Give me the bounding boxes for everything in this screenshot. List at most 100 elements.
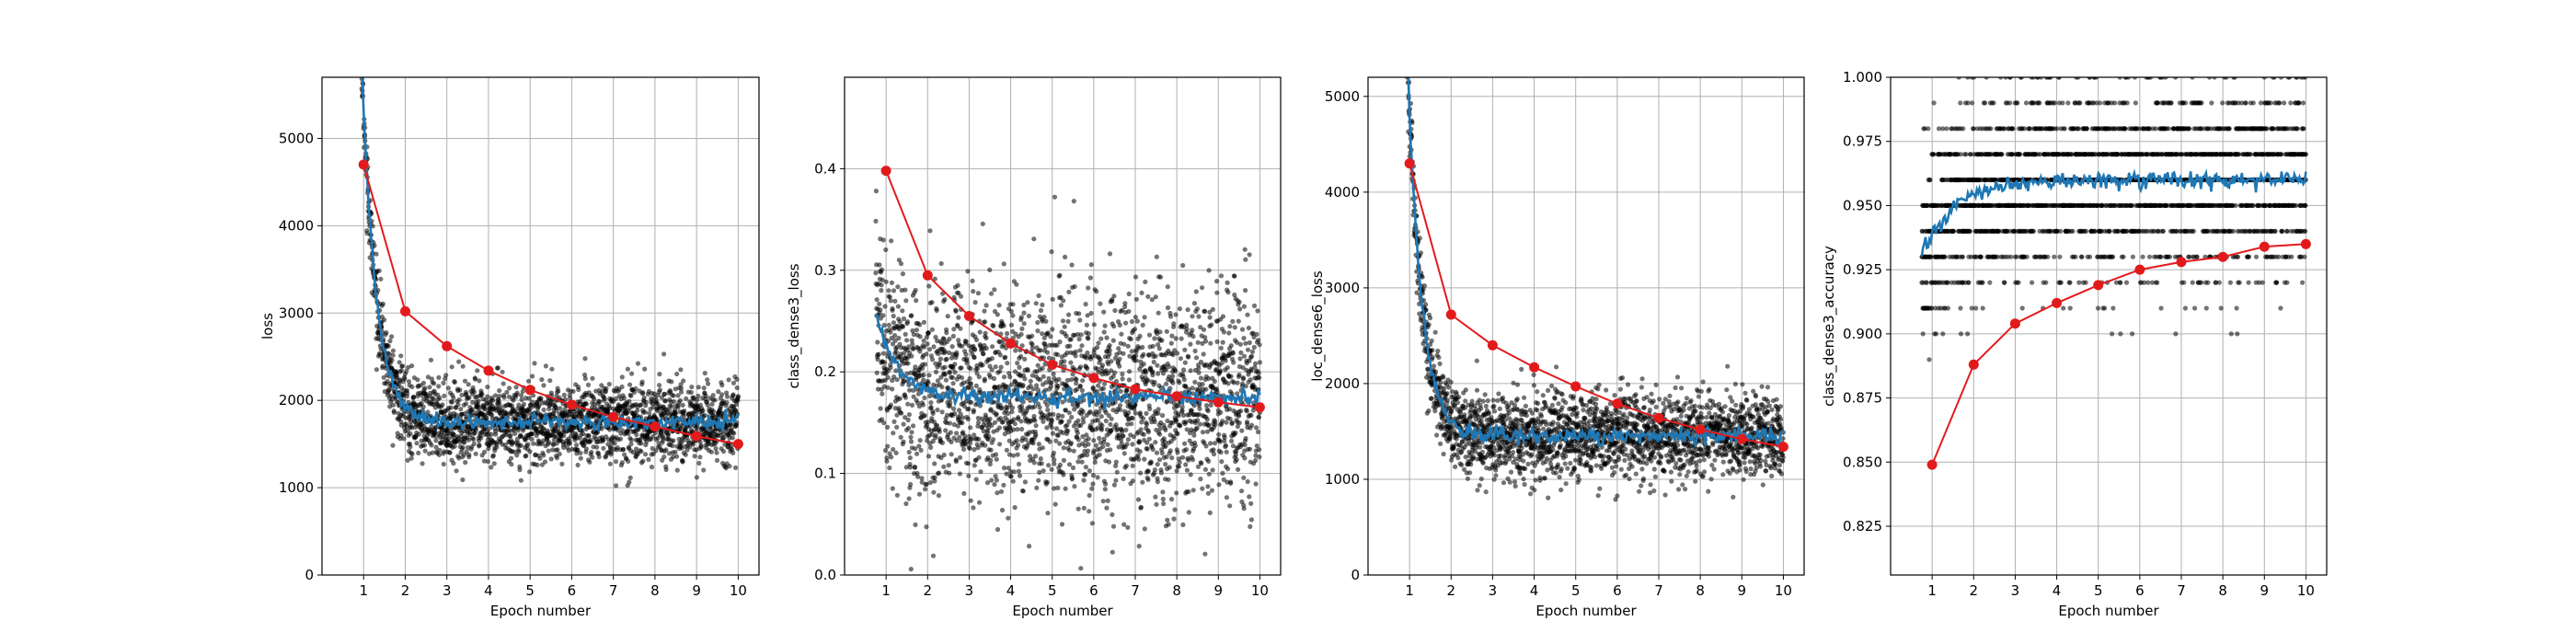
scatter-point [688, 389, 695, 396]
scatter-point [985, 430, 991, 435]
scatter-point [1220, 419, 1225, 424]
scatter-point [1126, 308, 1132, 315]
scatter-point [1167, 448, 1173, 454]
scatter-point [1035, 362, 1041, 368]
scatter-point [712, 397, 718, 403]
scatter-point [706, 381, 711, 386]
scatter-point [1156, 310, 1161, 316]
scatter-point [956, 315, 961, 320]
scatter-point [1104, 505, 1110, 511]
scatter-point [631, 389, 638, 395]
scatter-point [930, 553, 937, 558]
scatter-point [449, 399, 454, 405]
scatter-point [606, 405, 613, 411]
scatter-point [1243, 340, 1248, 346]
scatter-point [997, 369, 1003, 374]
scatter-point [1002, 466, 1007, 471]
scatter-point [1151, 359, 1156, 365]
scatter-point [873, 218, 879, 224]
scatter-point [1253, 361, 1259, 366]
scatter-point [719, 392, 725, 397]
scatter-point [1243, 288, 1248, 293]
scatter-point [1236, 372, 1242, 377]
scatter-point [1167, 385, 1173, 391]
scatter-point [1096, 340, 1101, 346]
scatter-point [1109, 359, 1114, 364]
scatter-point [1068, 337, 1074, 342]
scatter-point [670, 443, 675, 449]
epoch-mean-marker [1006, 338, 1017, 349]
scatter-point [452, 379, 457, 385]
scatter-point [592, 401, 597, 407]
scatter-point [928, 400, 934, 406]
scatter-point [1099, 423, 1105, 429]
scatter-point [523, 453, 529, 458]
scatter-point [1128, 337, 1133, 342]
scatter-point [1063, 408, 1069, 413]
scatter-point [1011, 427, 1017, 432]
scatter-point [1070, 465, 1076, 471]
scatter-point [1008, 308, 1014, 315]
scatter-point [903, 287, 908, 293]
scatter-point [1186, 457, 1191, 463]
scatter-point [477, 378, 482, 384]
y-axis-label: class_dense3_loss [786, 263, 803, 388]
scatter-point [735, 397, 741, 404]
scatter-point [1161, 500, 1167, 507]
scatter-point [708, 449, 714, 454]
scatter-point [937, 429, 942, 434]
scatter-point [1036, 293, 1041, 298]
epoch-mean-marker [608, 411, 619, 422]
scatter-point [398, 432, 404, 438]
scatter-point [1063, 486, 1068, 491]
scatter-point [928, 444, 934, 450]
scatter-point [1069, 477, 1075, 482]
scatter-point [575, 447, 581, 453]
scatter-point [1183, 420, 1189, 425]
scatter-point [1236, 413, 1242, 419]
scatter-point [1092, 459, 1098, 466]
scatter-point [547, 378, 553, 384]
scatter-point [1246, 325, 1251, 331]
scatter-point [1121, 451, 1127, 456]
scatter-point [578, 398, 583, 405]
scatter-point [1159, 450, 1165, 456]
scatter-point [1100, 443, 1106, 450]
scatter-point [995, 490, 1000, 496]
scatter-point [1163, 427, 1168, 432]
scatter-point [983, 335, 989, 341]
scatter-point [1097, 435, 1102, 441]
x-tick-label: 7 [609, 582, 618, 599]
scatter-point [897, 319, 903, 325]
scatter-point [395, 431, 400, 436]
scatter-point [1085, 452, 1090, 458]
scatter-point [1011, 417, 1017, 422]
scatter-point [1066, 410, 1072, 416]
scatter-point [1050, 431, 1055, 436]
scatter-point [471, 389, 477, 395]
scatter-point [947, 370, 952, 375]
scatter-point [455, 402, 461, 408]
scatter-point [607, 461, 614, 466]
scatter-point [1071, 448, 1076, 454]
scatter-point [1007, 374, 1013, 380]
scatter-point [675, 393, 681, 398]
scatter-point [1219, 459, 1225, 465]
scatter-point [1052, 194, 1058, 200]
scatter-point [1241, 336, 1247, 341]
scatter-point [919, 476, 925, 481]
scatter-point [539, 377, 545, 383]
scatter-point [582, 356, 588, 362]
scatter-point [1198, 477, 1203, 482]
scatter-point [1121, 522, 1127, 527]
scatter-point [1065, 318, 1071, 324]
scatter-point [730, 450, 736, 455]
scatter-point [947, 420, 952, 426]
scatter-point [934, 307, 939, 314]
scatter-point [1165, 284, 1170, 290]
scatter-point [911, 423, 916, 429]
scatter-point [878, 307, 883, 313]
scatter-point [523, 413, 529, 419]
scatter-point [1051, 450, 1056, 455]
